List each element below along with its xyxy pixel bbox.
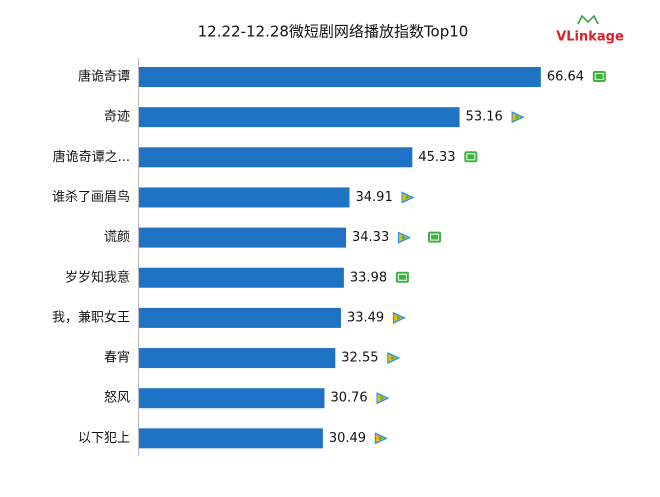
icon-tip (405, 195, 410, 200)
value-label: 33.49 (347, 310, 384, 325)
chart-title: 12.22-12.28微短剧网络播放指数Top10 (198, 23, 469, 41)
bar (139, 307, 341, 328)
icon-tip (515, 115, 520, 120)
bar (139, 388, 325, 409)
bar (139, 428, 323, 449)
value-label: 53.16 (466, 110, 503, 125)
platform-icon (376, 392, 390, 405)
platform-icon (392, 311, 406, 324)
platform-icon (395, 271, 409, 283)
icon-tip (378, 436, 383, 441)
platform-icon (387, 352, 401, 365)
platform-icon (464, 151, 478, 163)
icon-tip (402, 235, 407, 240)
bar (139, 227, 347, 248)
value-label: 45.33 (418, 150, 455, 165)
y-tick-label: 谎颜 (104, 229, 130, 245)
logo-text: VLinkage (556, 30, 624, 45)
icon-tip (396, 315, 401, 320)
icon-inner (398, 274, 406, 280)
y-tick-label: 唐诡奇谭之... (53, 149, 130, 165)
bar (139, 187, 350, 208)
platform-icon (398, 231, 412, 244)
y-tick-label: 谁杀了画眉鸟 (52, 189, 130, 205)
platform-icon (511, 111, 525, 124)
value-label: 32.55 (341, 351, 378, 366)
y-tick-label: 我，兼职女王 (52, 309, 130, 325)
icon-inner (467, 154, 475, 160)
platform-icon (374, 432, 388, 445)
bar (139, 67, 541, 87)
y-tick-label: 以下犯上 (78, 431, 130, 446)
value-label: 66.64 (547, 70, 584, 85)
y-tick-label: 唐诡奇谭 (78, 69, 130, 85)
y-tick-label: 岁岁知我意 (65, 269, 130, 285)
icon-inner (595, 74, 603, 79)
y-tick-label: 怒风 (104, 391, 130, 406)
logo-mark (577, 14, 599, 25)
value-label: 30.49 (329, 431, 366, 446)
value-label: 34.91 (356, 190, 393, 205)
value-label: 34.33 (352, 230, 389, 245)
icon-inner (431, 234, 439, 240)
bar (139, 267, 344, 288)
icon-tip (380, 396, 385, 401)
icon-tip (391, 356, 396, 361)
platform-icon (401, 191, 415, 204)
bar (139, 107, 460, 128)
value-label: 33.98 (350, 270, 387, 285)
logo: VLinkage (556, 14, 624, 45)
y-tick-label: 春宵 (104, 350, 130, 366)
y-tick-label: 奇迹 (104, 109, 130, 125)
bar (139, 147, 413, 168)
platform-icon (592, 71, 606, 82)
bar (139, 348, 336, 369)
platform-icon (428, 231, 442, 243)
value-label: 30.76 (330, 391, 367, 406)
